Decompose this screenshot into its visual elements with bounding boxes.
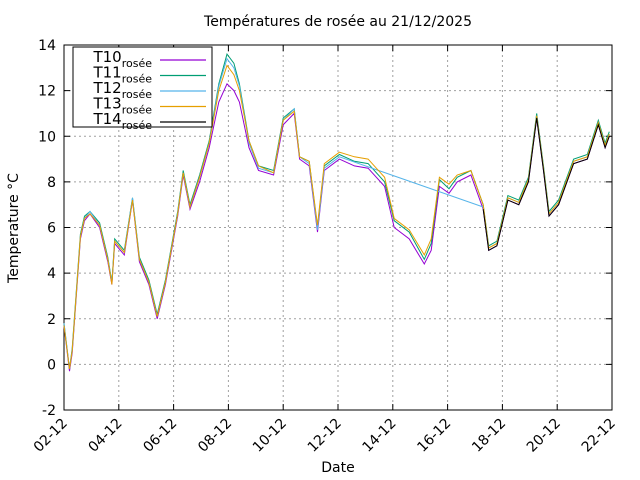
x-tick-label: 02-12 [31,416,71,456]
x-tick-label: 06-12 [140,416,180,456]
legend-subscript: rosée [122,104,153,117]
legend-label: T13rosée [92,95,152,117]
x-tick-label: 12-12 [305,416,345,456]
y-tick-label: 4 [47,266,56,282]
plot-frame [63,44,613,411]
legend-label: T12rosée [92,79,152,101]
chart-title: Températures de rosée au 21/12/2025 [203,14,472,30]
y-tick-label: -2 [42,403,56,419]
legend-name: T10 [92,48,121,66]
y-tick-label: 6 [47,221,56,237]
series-line [482,117,610,252]
legend-name: T14 [92,110,121,128]
y-tick-label: 2 [47,312,56,328]
legend-subscript: rosée [122,88,153,101]
y-tick-label: 10 [38,129,56,145]
x-tick-label: 16-12 [414,416,454,456]
legend-label: T14rosée [92,110,152,132]
x-tick-label: 04-12 [86,416,126,456]
x-tick-label: 10-12 [250,416,290,456]
legend-name: T13 [92,95,121,113]
x-tick-label: 14-12 [360,416,400,456]
x-axis-label: Date [321,460,354,476]
x-tick-label: 08-12 [195,416,235,456]
x-tick-label: 22-12 [579,416,619,456]
y-tick-label: 14 [38,38,56,54]
y-tick-label: 8 [47,175,56,191]
y-tick-label: 12 [38,84,56,100]
legend-subscript: rosée [122,119,153,132]
series-line [63,64,610,369]
x-tick-label: 20-12 [524,416,564,456]
legend-name: T12 [92,79,121,97]
y-axis-label: Temperature °C [6,173,22,284]
legend-subscript: rosée [122,57,153,70]
x-tick-label: 18-12 [469,416,509,456]
legend-name: T11 [92,64,121,82]
legend-label: T10rosée [92,48,152,70]
legend-subscript: rosée [122,73,153,86]
legend-label: T11rosée [92,64,152,86]
y-tick-label: 0 [47,357,56,373]
